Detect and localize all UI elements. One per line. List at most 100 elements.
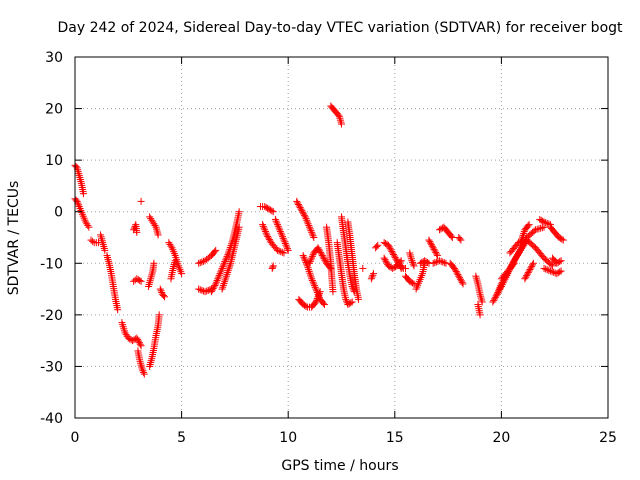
data-point-marker [349,284,357,292]
data-point-marker [222,256,230,264]
data-point-marker [212,280,220,288]
data-point-marker [157,287,165,295]
data-point-marker [439,258,447,266]
data-point-marker [276,226,284,234]
data-point-marker [124,334,132,342]
data-point-marker [369,271,377,279]
data-point-marker [195,259,203,267]
data-point-marker [387,246,395,254]
data-point-marker [537,224,545,232]
data-point-marker [525,221,533,229]
data-point-marker [315,245,323,253]
data-point-marker [447,232,455,240]
data-point-marker [313,287,321,295]
data-point-marker [557,257,565,265]
y-tick-label: -20 [40,308,63,324]
data-point-marker [139,367,147,375]
data-point-marker [456,275,464,283]
data-point-marker [302,258,310,266]
data-point-marker [134,336,142,344]
data-point-marker [302,215,310,223]
data-point-marker [455,272,463,280]
data-point-marker [133,275,141,283]
data-point-marker [155,311,163,319]
data-point-marker [392,255,400,263]
data-point-marker [334,111,342,119]
data-point-marker [273,219,281,227]
data-point-marker [436,257,444,265]
data-point-marker [440,259,448,267]
x-axis-label: GPS time / hours [281,458,398,474]
data-point-marker [140,370,148,378]
data-point-marker [543,266,551,274]
data-point-marker [269,262,277,270]
data-point-marker [314,244,322,252]
data-point-marker [311,283,319,291]
data-point-marker [416,259,424,267]
data-point-marker [555,234,563,241]
data-point-marker [219,263,227,271]
data-point-marker [137,277,145,285]
data-point-marker [74,199,82,207]
data-point-marker [494,289,502,297]
data-point-marker [72,163,80,171]
data-point-marker [306,223,314,231]
data-point-marker [295,202,303,210]
data-point-marker [135,339,143,347]
data-point-marker [220,259,228,267]
data-point-marker [114,306,122,314]
data-point-marker [383,259,391,267]
data-point-marker [457,236,465,244]
data-point-marker [133,334,141,342]
data-point-marker [265,234,273,242]
data-point-marker [171,257,179,265]
data-point-marker [298,207,306,215]
data-point-marker [75,201,83,209]
data-point-marker [150,259,158,267]
x-tick-label: 5 [177,430,186,446]
data-point-marker [458,278,466,286]
data-point-marker [422,258,430,266]
data-point-marker [274,222,282,230]
y-axis-label: SDTVAR / TECUs [6,181,22,296]
data-point-marker [308,228,316,236]
data-point-marker [85,223,93,231]
data-point-marker [315,294,323,302]
data-point-marker [423,258,431,266]
data-point-marker [314,290,322,298]
data-point-marker [264,232,272,240]
data-point-marker [276,227,284,235]
data-point-marker [429,259,437,267]
data-point-marker [207,288,215,296]
data-point-marker [522,273,530,281]
data-point-marker [275,247,283,255]
data-point-marker [490,296,498,304]
data-point-marker [527,264,535,272]
data-point-marker [299,208,307,216]
data-point-marker [452,268,460,276]
data-point-marker [524,222,532,230]
data-point-marker [299,301,307,309]
data-point-marker [390,251,398,259]
data-point-marker [284,246,292,254]
data-point-marker [280,249,288,257]
data-point-marker [425,236,433,244]
data-point-marker [303,218,311,226]
data-point-marker [368,273,376,281]
data-point-marker [235,223,243,231]
data-point-marker [538,224,546,232]
data-point-marker [382,257,390,265]
data-point-marker [310,280,318,288]
data-point-marker [542,219,550,227]
data-point-marker [348,282,356,290]
y-tick-label: 20 [45,102,63,118]
data-point-marker [135,337,143,345]
data-point-marker [436,226,444,234]
data-point-marker [221,258,229,266]
data-point-marker [384,262,392,270]
data-point-marker [320,255,328,263]
data-point-marker [388,247,396,255]
data-point-marker [348,298,356,306]
data-point-marker [433,252,441,260]
